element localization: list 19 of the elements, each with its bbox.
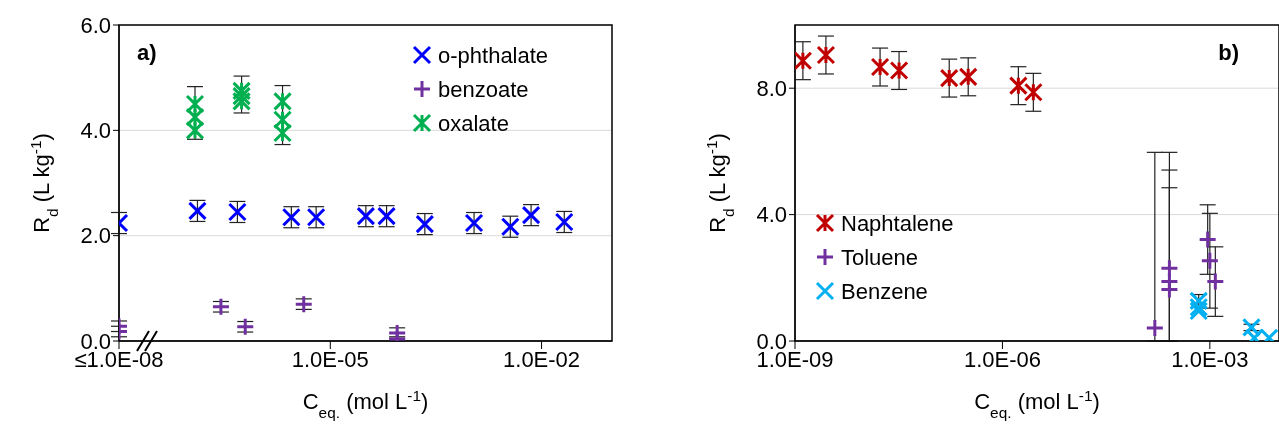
legend-label: Toluene (841, 244, 919, 270)
annotation: b) (1218, 40, 1239, 65)
x-axis-title: C$_{eq.}$ (mol L$^{-1}$) (974, 386, 1100, 421)
y-tick-label: 8.0 (756, 76, 787, 102)
y-tick-label: 4.0 (756, 202, 787, 228)
x-tick-label: 1.0E-02 (503, 346, 581, 372)
annotation: a) (137, 40, 157, 65)
y-tick-label: 6.0 (80, 12, 111, 38)
x-axis-title: C$_{eq.}$ (mol L$^{-1}$) (302, 386, 429, 421)
x-tick-label: 1.0E-05 (291, 346, 369, 372)
legend-label: o-phthalate (438, 42, 549, 68)
legend-label: Naphtalene (841, 210, 954, 236)
x-tick-label: 1.0E-03 (1171, 346, 1249, 372)
y-tick-label: 4.0 (80, 118, 111, 144)
x-tick-label: 1.0E-06 (963, 346, 1041, 372)
legend-label: Benzene (841, 278, 928, 304)
legend-label: oxalate (438, 110, 509, 136)
y-tick-label: 2.0 (80, 223, 111, 249)
legend-label: benzoate (438, 76, 529, 102)
